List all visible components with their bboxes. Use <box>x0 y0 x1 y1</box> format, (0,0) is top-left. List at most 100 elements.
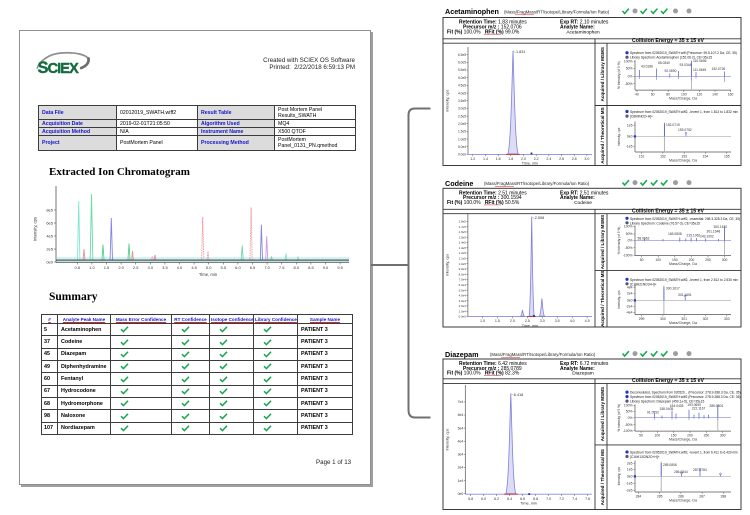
svg-text:7.0: 7.0 <box>264 265 270 270</box>
svg-text:300: 300 <box>722 258 728 262</box>
svg-text:80: 80 <box>666 93 670 97</box>
svg-text:0%: 0% <box>628 416 633 420</box>
svg-text:Mass/Charge, Da: Mass/Charge, Da <box>669 499 697 503</box>
svg-text:Intensity, cps: Intensity, cps <box>617 467 621 486</box>
svg-text:0e0: 0e0 <box>627 299 633 303</box>
svg-text:Retention Time: 1.83 minutes: Retention Time: 1.83 minutes <box>459 20 527 26</box>
svg-text:Spectrum from 02052019_SWATH.w: Spectrum from 02052019_SWATH.wiff2, -Iev… <box>630 451 738 455</box>
svg-text:Acquired / Theoretical MS: Acquired / Theoretical MS <box>600 270 605 326</box>
svg-text:150: 150 <box>671 434 677 438</box>
svg-text:6e5: 6e5 <box>46 220 53 225</box>
svg-text:285.0806: 285.0806 <box>663 463 677 467</box>
svg-text:50%: 50% <box>626 67 633 71</box>
svg-text:6.0e5: 6.0e5 <box>458 61 466 65</box>
svg-text:4.5: 4.5 <box>585 319 590 323</box>
svg-text:(Mass/FragMass/RT/Isotope/Libr: (Mass/FragMass/RT/Isotope/Library/Formul… <box>490 352 596 357</box>
svg-text:158.0405: 158.0405 <box>660 407 674 411</box>
svg-text:4.0e5: 4.0e5 <box>458 91 466 95</box>
svg-text:Acetaminophen: Acetaminophen <box>566 29 600 35</box>
svg-text:5.8: 5.8 <box>468 497 473 501</box>
svg-text:2.4: 2.4 <box>546 157 551 161</box>
svg-text:Collision Energy = 35 ± 15 eV: Collision Energy = 35 ± 15 eV <box>632 209 704 215</box>
svg-text:286.0844: 286.0844 <box>674 470 688 474</box>
svg-text:5.5e5: 5.5e5 <box>458 68 466 72</box>
svg-text:Exp RT: 2.10 minutes: Exp RT: 2.10 minutes <box>560 20 609 26</box>
svg-text:Mass/Charge, Da: Mass/Charge, Da <box>669 159 697 163</box>
svg-text:Acquired / Library MSMS: Acquired / Library MSMS <box>600 215 605 269</box>
svg-text:1.0e5: 1.0e5 <box>459 262 467 266</box>
svg-text:3.5: 3.5 <box>555 319 560 323</box>
svg-text:7.0e4: 7.0e4 <box>459 278 467 282</box>
svg-text:250: 250 <box>705 258 711 262</box>
svg-text:5.0: 5.0 <box>206 265 212 270</box>
svg-text:1.2: 1.2 <box>470 157 475 161</box>
svg-text:6e4: 6e4 <box>458 413 464 417</box>
svg-text:285.0804: 285.0804 <box>709 404 723 408</box>
svg-text:Time, min: Time, min <box>522 162 539 166</box>
svg-text:1.4e5: 1.4e5 <box>459 241 467 245</box>
svg-text:5.0e5: 5.0e5 <box>458 76 466 80</box>
svg-text:110.0606: 110.0606 <box>693 59 707 63</box>
svg-text:1.5e5: 1.5e5 <box>458 130 466 134</box>
svg-text:Acquired / Theoretical MS: Acquired / Theoretical MS <box>600 107 605 163</box>
svg-text:50%: 50% <box>626 410 633 414</box>
svg-text:2.8: 2.8 <box>572 157 577 161</box>
svg-text:2.0: 2.0 <box>118 265 124 270</box>
svg-text:151: 151 <box>639 154 645 158</box>
svg-text:1e4: 1e4 <box>458 479 464 483</box>
svg-text:Deconvoluted, Spectrum from 02: Deconvoluted, Spectrum from 020520... (P… <box>630 391 741 395</box>
svg-text:7.5: 7.5 <box>279 265 285 270</box>
svg-text:0%: 0% <box>628 239 633 243</box>
svg-text:(Mass/FragMass/RT/Isotope/Libr: (Mass/FragMass/RT/Isotope/Library/Formul… <box>484 181 590 186</box>
svg-text:-50%: -50% <box>625 82 633 86</box>
svg-text:65.0340: 65.0340 <box>658 61 670 65</box>
svg-text:Spectrum from 02052019_SWATH.w: Spectrum from 02052019_SWATH.wiff (Precu… <box>630 51 737 55</box>
svg-text:1.5e5: 1.5e5 <box>459 235 467 239</box>
svg-text:-2e5: -2e5 <box>626 489 633 493</box>
svg-text:6.2: 6.2 <box>494 497 499 501</box>
svg-text:50%: 50% <box>626 232 633 236</box>
svg-text:100: 100 <box>681 93 687 97</box>
svg-text:9.0e4: 9.0e4 <box>459 267 467 271</box>
svg-text:154.0435: 154.0435 <box>670 404 684 408</box>
svg-text:% Intensity (of 5 %): % Intensity (of 5 %) <box>617 227 621 255</box>
svg-text:Intensity, cps: Intensity, cps <box>617 127 621 146</box>
svg-text:Acetaminophen: Acetaminophen <box>445 7 499 16</box>
svg-text:2e5: 2e5 <box>46 246 53 251</box>
svg-text:Spectrum from 02052019_SWATH.w: Spectrum from 02052019_SWATH.wiff2, -ess… <box>630 217 740 221</box>
svg-text:1.0: 1.0 <box>480 319 485 323</box>
svg-text:SCIEX: SCIEX <box>38 59 80 77</box>
svg-text:Diazepam: Diazepam <box>572 371 594 377</box>
svg-text:8.0: 8.0 <box>294 265 300 270</box>
svg-text:1.1e5: 1.1e5 <box>459 257 467 261</box>
svg-text:299: 299 <box>639 317 645 321</box>
svg-text:2.508: 2.508 <box>535 216 545 220</box>
svg-text:Analyte Name:: Analyte Name: <box>560 195 595 201</box>
svg-text:Spectrum from 02052019_SWATH.w: Spectrum from 02052019_SWATH.wiff2 (Prec… <box>630 395 741 399</box>
svg-text:9.0: 9.0 <box>323 265 329 270</box>
svg-text:0e0: 0e0 <box>627 475 633 479</box>
svg-text:1.4: 1.4 <box>483 157 488 161</box>
svg-text:-1e5: -1e5 <box>626 482 633 486</box>
svg-text:Time, min: Time, min <box>199 272 218 277</box>
svg-text:% Intensity (of 5 %): % Intensity (of 5 %) <box>617 404 621 432</box>
svg-text:-2e4: -2e4 <box>626 305 633 309</box>
svg-text:286: 286 <box>678 494 684 498</box>
svg-text:287.0784: 287.0784 <box>693 468 707 472</box>
svg-text:100%: 100% <box>624 404 633 408</box>
svg-text:0e0: 0e0 <box>627 135 633 139</box>
svg-text:Acquired / Library MSMS: Acquired / Library MSMS <box>600 387 605 441</box>
svg-text:284: 284 <box>636 494 642 498</box>
svg-text:92.0690: 92.0690 <box>665 69 677 73</box>
svg-text:6.5e5: 6.5e5 <box>458 53 466 57</box>
svg-text:6.6: 6.6 <box>520 497 525 501</box>
svg-text:50: 50 <box>640 258 644 262</box>
svg-text:6.0e4: 6.0e4 <box>459 283 467 287</box>
svg-text:9.5: 9.5 <box>337 265 343 270</box>
svg-text:7.2: 7.2 <box>559 497 564 501</box>
svg-text:6.418: 6.418 <box>514 393 524 397</box>
svg-text:1.6: 1.6 <box>496 157 501 161</box>
svg-text:Mass/Charge, Da: Mass/Charge, Da <box>669 262 697 266</box>
svg-text:Intensity, cps: Intensity, cps <box>617 290 621 309</box>
svg-text:288: 288 <box>720 494 726 498</box>
